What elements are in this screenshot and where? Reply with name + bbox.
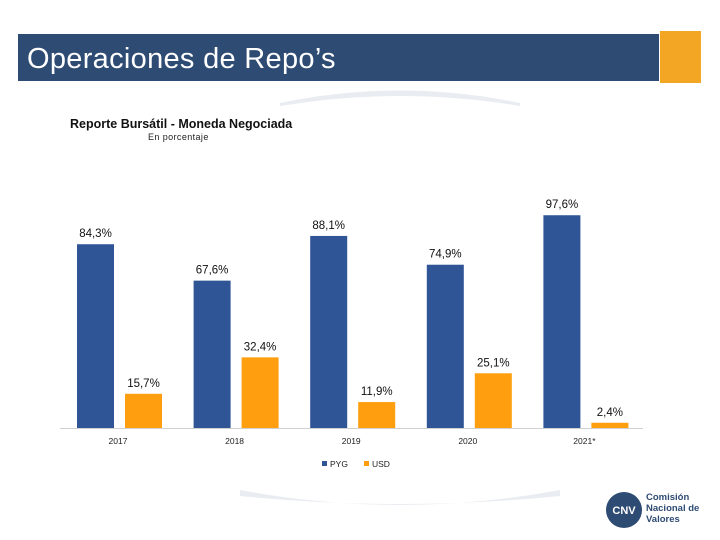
x-tick-label: 2017 [109, 436, 128, 446]
bar-usd [241, 357, 279, 428]
bar-usd [125, 393, 162, 428]
cnv-logo-mark: CNV [606, 492, 642, 528]
slide-title: Operaciones de Repo’s [27, 43, 336, 75]
logo-line: Comisión [646, 492, 690, 503]
cnv-logo-text: Comisión Nacional de Valores [646, 492, 716, 525]
data-label: 97,6% [546, 199, 579, 211]
chart-subtitle: En porcentaje [148, 132, 209, 142]
data-label: 88,1% [312, 220, 345, 232]
data-label: 67,6% [196, 265, 229, 277]
bar-pyg [193, 280, 231, 428]
data-label: 25,1% [477, 357, 510, 369]
bar-usd [474, 373, 512, 428]
data-label: 84,3% [79, 228, 112, 240]
bar-pyg [426, 264, 464, 428]
logo-line: Nacional de [646, 503, 700, 514]
legend-label: PYG [330, 459, 348, 469]
svg-text:CNV: CNV [612, 505, 636, 517]
data-label: 74,9% [429, 249, 462, 261]
accent-block [660, 31, 701, 83]
bar-pyg [310, 235, 348, 428]
bar-pyg [543, 215, 581, 428]
x-tick-label: 2018 [225, 436, 244, 446]
legend-swatch [322, 461, 327, 466]
data-label: 32,4% [244, 341, 277, 353]
x-tick-label: 2020 [458, 436, 477, 446]
data-label: 15,7% [127, 378, 160, 390]
bar-usd [591, 422, 629, 428]
x-tick-label: 2019 [342, 436, 361, 446]
bar-pyg [77, 244, 114, 428]
data-label: 11,9% [361, 386, 393, 398]
x-tick-label: 2021* [573, 436, 596, 446]
cnv-logo: CNV Comisión Nacional de Valores [604, 490, 714, 530]
chart-title: Reporte Bursátil - Moneda Negociada [70, 117, 293, 131]
logo-line: Valores [646, 514, 680, 525]
data-label: 2,4% [597, 407, 623, 419]
legend-swatch [364, 461, 369, 466]
title-bar: Operaciones de Repo’s [18, 34, 659, 81]
bar-usd [358, 402, 396, 428]
legend-label: USD [372, 459, 390, 469]
